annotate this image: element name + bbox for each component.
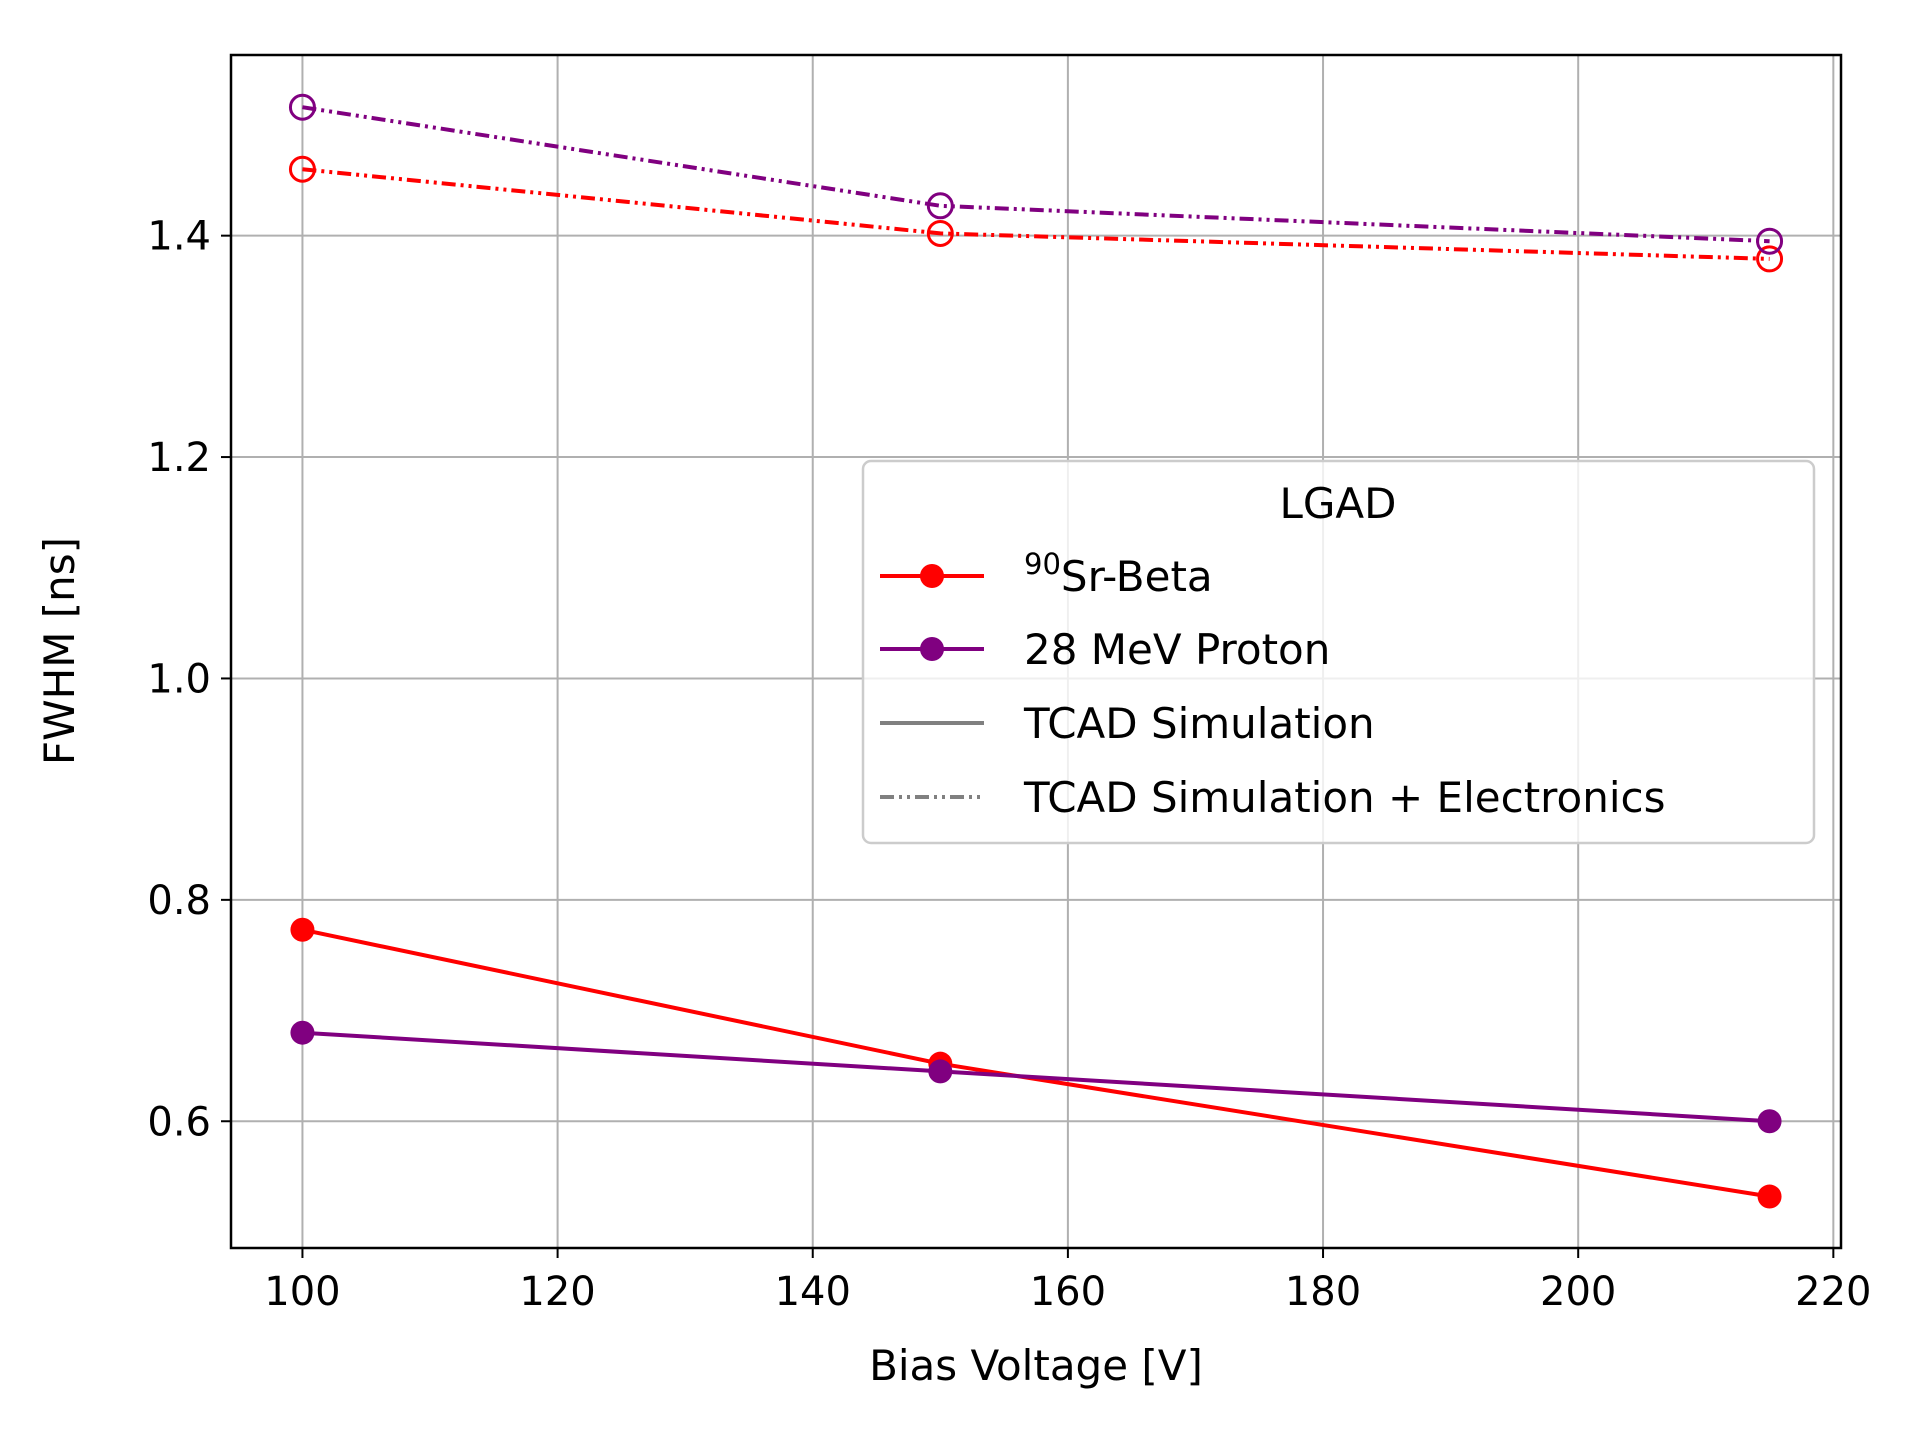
axis-ticks: 100 120 140 160 180 200 220 0.6 0.8 1.0 1.2 1.4 xyxy=(147,214,1871,1315)
data-point-series-0 xyxy=(1757,1184,1782,1209)
legend-label-tcad-electronics: TCAD Simulation + Electronics xyxy=(1023,773,1665,822)
x-tick-label: 100 xyxy=(264,1269,340,1315)
data-point-series-0 xyxy=(290,917,315,942)
series-line-2 xyxy=(302,167,1770,261)
data-point-series-2 xyxy=(288,155,316,183)
data-point-series-3 xyxy=(926,192,954,220)
legend-text-sr-beta: Sr-Beta xyxy=(1061,552,1213,601)
y-tick-label: 1.0 xyxy=(147,656,211,702)
data-point-series-2 xyxy=(926,219,954,247)
y-tick-label: 0.8 xyxy=(147,878,211,924)
series-line-3 xyxy=(302,105,1770,244)
legend-label-proton: 28 MeV Proton xyxy=(1024,625,1330,674)
data-point-series-2 xyxy=(1756,245,1784,273)
x-tick-label: 180 xyxy=(1285,1269,1361,1315)
y-tick-label: 1.2 xyxy=(147,435,211,481)
legend-label-tcad: TCAD Simulation xyxy=(1023,699,1375,748)
legend-marker-sr-beta xyxy=(920,564,944,588)
legend-marker-proton xyxy=(920,637,944,661)
x-tick-label: 120 xyxy=(519,1269,595,1315)
plot-frame xyxy=(229,53,1843,1250)
data-point-series-1 xyxy=(1757,1109,1782,1134)
x-tick-label: 220 xyxy=(1795,1269,1871,1315)
y-axis-label: FWHM [ns] xyxy=(35,537,84,765)
x-tick-label: 140 xyxy=(775,1269,851,1315)
data-point-series-3 xyxy=(288,93,316,121)
x-tick-label: 200 xyxy=(1540,1269,1616,1315)
legend-title: LGAD xyxy=(1279,479,1396,528)
data-point-series-1 xyxy=(928,1059,953,1084)
legend-sup-sr-beta: 90 xyxy=(1024,547,1061,581)
data-point-series-3 xyxy=(1756,227,1784,255)
legend-box xyxy=(861,459,1816,845)
legend: LGAD 90Sr-Beta 28 MeV Proton TCAD Simula… xyxy=(861,459,1816,845)
x-axis-label: Bias Voltage [V] xyxy=(869,1341,1203,1390)
y-tick-label: 1.4 xyxy=(147,214,211,260)
y-tick-label: 0.6 xyxy=(147,1099,211,1145)
x-tick-label: 160 xyxy=(1030,1269,1106,1315)
data-series xyxy=(288,93,1784,1209)
legend-label-sr-beta: 90Sr-Beta xyxy=(1024,547,1213,601)
data-point-series-1 xyxy=(290,1020,315,1045)
